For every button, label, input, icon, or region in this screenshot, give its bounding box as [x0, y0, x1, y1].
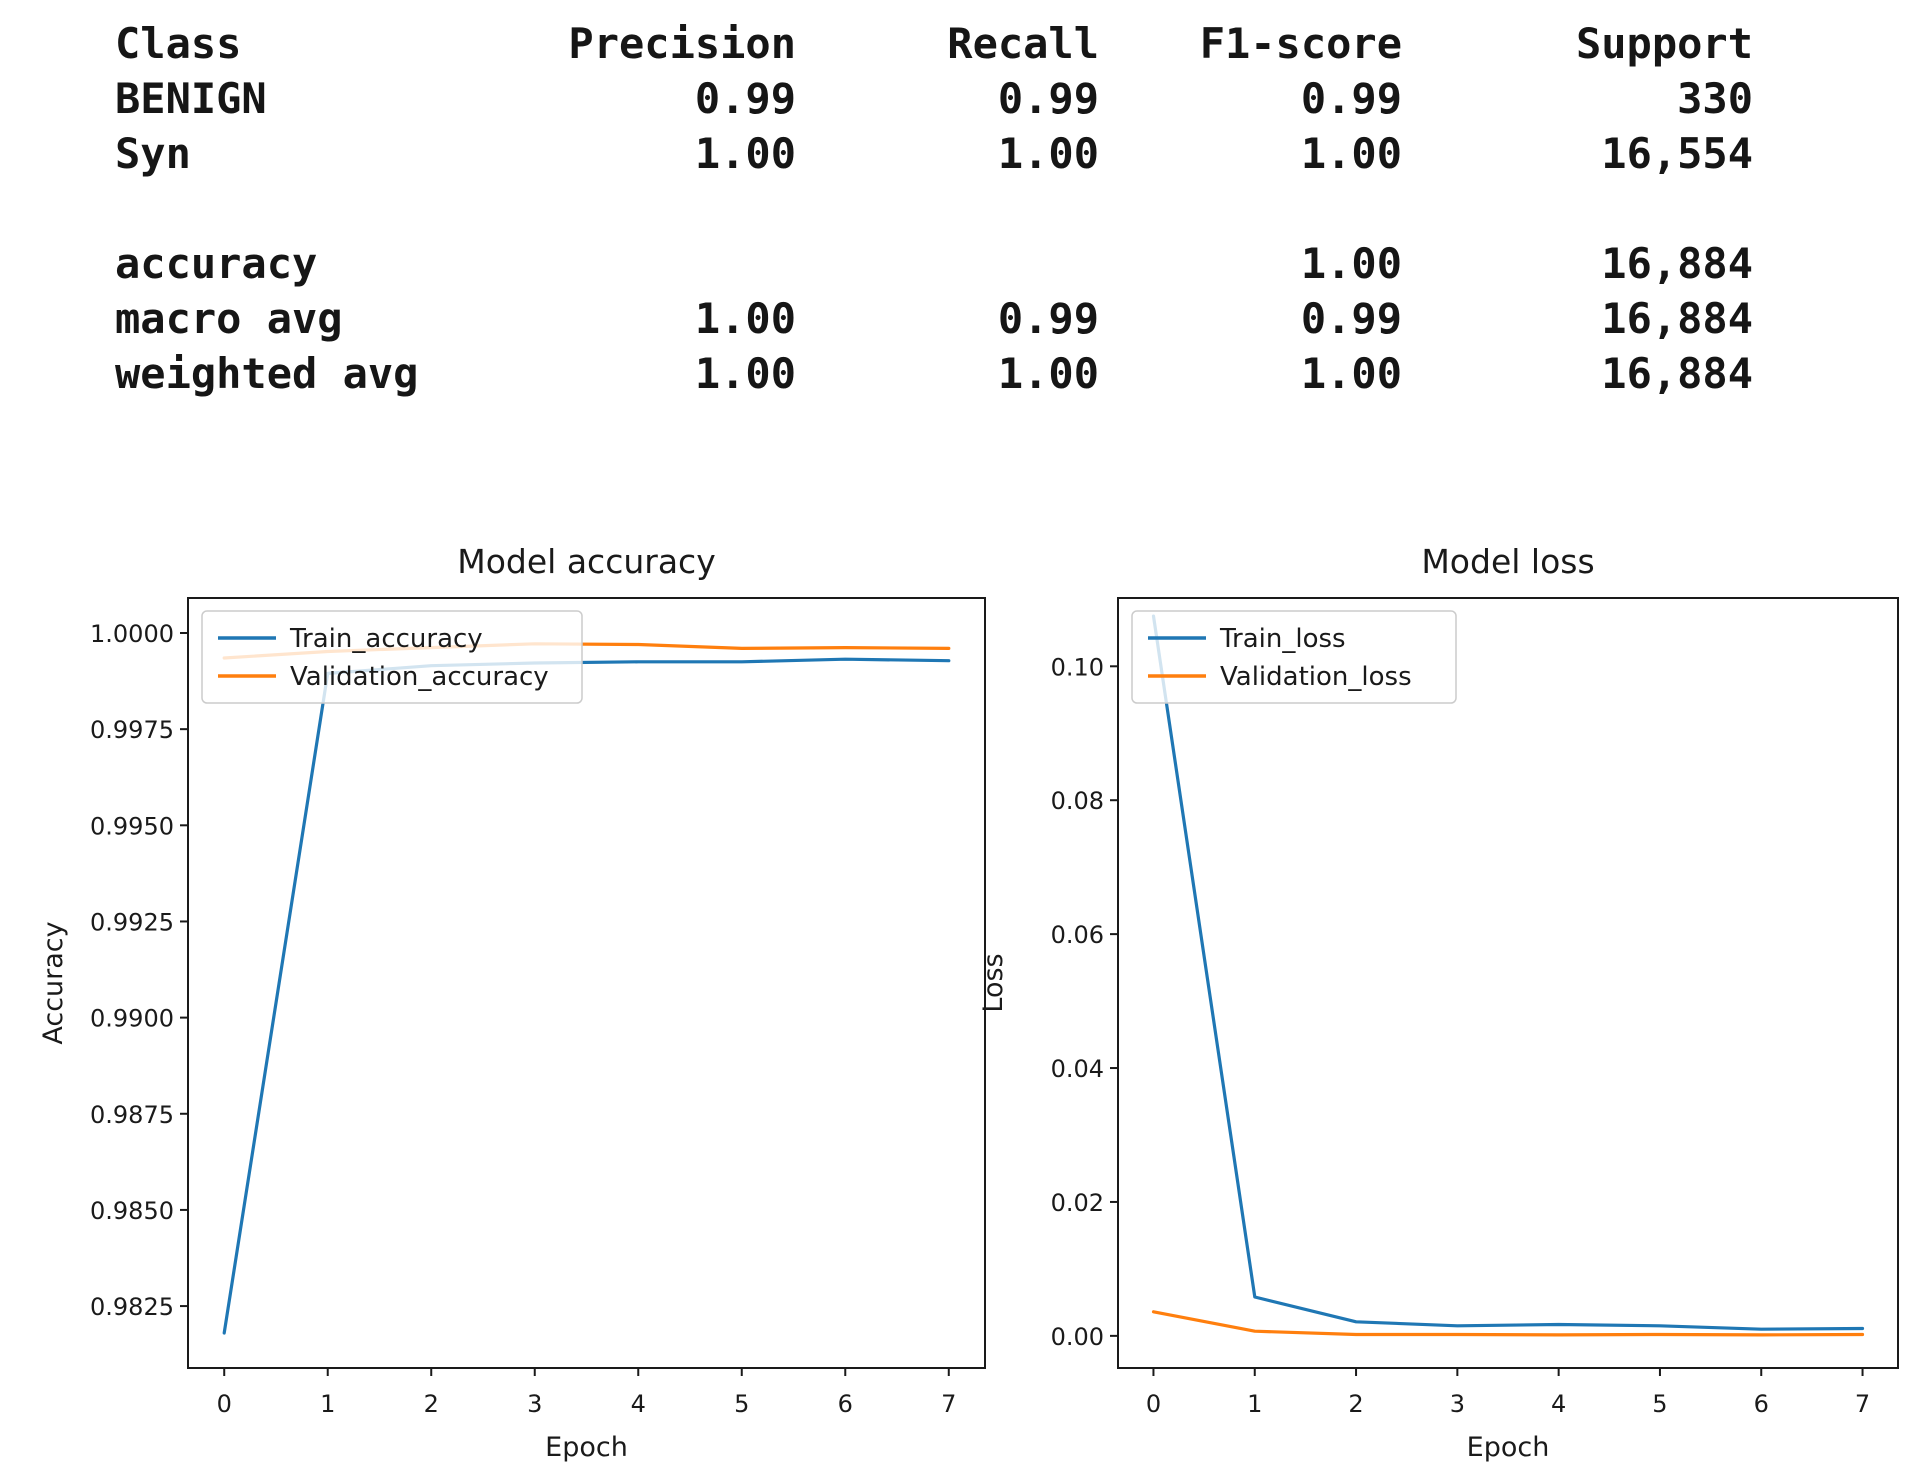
y-tick-label: 0.06 — [1051, 921, 1104, 949]
y-tick-label: 0.9825 — [90, 1293, 174, 1321]
y-tick-label: 0.04 — [1051, 1055, 1104, 1083]
report-class-rows: BENIGN 0.99 0.99 0.99 330 Syn 1.00 1.00 … — [115, 71, 1753, 181]
report-cell-support: 330 — [1677, 74, 1753, 123]
report-row: weighted avg 1.00 1.00 1.00 16,884 — [115, 346, 1753, 401]
y-tick-label: 0.9850 — [90, 1197, 174, 1225]
x-tick-label: 0 — [1146, 1390, 1161, 1418]
report-cell-f1: 1.00 — [1300, 239, 1402, 288]
report-summary-rows: accuracy 1.00 16,884 macro avg 1.00 0.99… — [115, 236, 1753, 401]
report-cell-class: Syn — [115, 129, 191, 178]
report-cell-precision: 0.99 — [694, 74, 796, 123]
classification-report: Class Precision Recall F1-score Support … — [115, 16, 1753, 401]
y-tick-label: 1.0000 — [90, 620, 174, 648]
report-cell-precision — [495, 236, 796, 291]
report-cell-support: 16,884 — [1601, 294, 1753, 343]
report-header-class: Class — [115, 19, 242, 68]
x-tick-label: 1 — [1247, 1390, 1262, 1418]
loss-chart: 0.00 0.02 0.04 0.06 0.08 0.10 0 1 2 3 4 5 6 7 Train_lo… — [978, 542, 1899, 1463]
chart-title: Model accuracy — [457, 542, 715, 581]
legend-label-validation_accuracy: Validation_accuracy — [290, 662, 549, 692]
report-cell-precision: 1.00 — [694, 349, 796, 398]
y-tick-label: 0.10 — [1051, 653, 1104, 681]
y-axis-label: Accuracy — [38, 921, 69, 1044]
x-tick-label: 3 — [1450, 1390, 1465, 1418]
report-cell-support: 16,884 — [1601, 239, 1753, 288]
x-tick-label: 3 — [527, 1390, 542, 1418]
y-tick-label: 0.02 — [1051, 1189, 1104, 1217]
report-cell-recall: 1.00 — [997, 349, 1099, 398]
report-cell-precision: 1.00 — [694, 294, 796, 343]
x-tick-label: 2 — [1348, 1390, 1363, 1418]
report-header-precision: Precision — [568, 19, 796, 68]
validation_loss-line — [1151, 1310, 1865, 1337]
legend-box — [201, 610, 583, 704]
x-tick-label: 0 — [217, 1390, 232, 1418]
report-row: accuracy 1.00 16,884 — [115, 236, 1753, 291]
x-tick-label: 6 — [838, 1390, 853, 1418]
report-row: Syn 1.00 1.00 1.00 16,554 — [115, 126, 1753, 181]
y-tick-label: 0.08 — [1051, 787, 1104, 815]
report-cell-f1: 0.99 — [1300, 294, 1402, 343]
x-axis-label: Epoch — [1467, 1432, 1550, 1463]
report-cell-recall: 0.99 — [997, 294, 1099, 343]
report-cell-recall: 0.99 — [997, 74, 1099, 123]
report-cell-recall: 1.00 — [997, 129, 1099, 178]
legend-label-train_loss: Train_loss — [1219, 624, 1346, 654]
legend-label-train_accuracy: Train_accuracy — [289, 624, 483, 654]
report-cell-precision: 1.00 — [694, 129, 796, 178]
report-cell-class: BENIGN — [115, 74, 267, 123]
report-cell-recall — [796, 236, 1099, 291]
report-cell-class: weighted avg — [115, 349, 419, 398]
report-cell-class: accuracy — [115, 239, 318, 288]
x-tick-label: 7 — [1855, 1390, 1870, 1418]
accuracy-chart: 0.9825 0.9850 0.9875 0.9900 0.9925 0.9950 0.99… — [38, 542, 986, 1463]
x-tick-label: 5 — [734, 1390, 749, 1418]
x-tick-label: 1 — [320, 1390, 335, 1418]
y-tick-label: 0.9900 — [90, 1005, 174, 1033]
y-tick-label: 0.9950 — [90, 812, 174, 840]
report-header-recall: Recall — [947, 19, 1099, 68]
x-tick-label: 2 — [424, 1390, 439, 1418]
y-tick-label: 0.00 — [1051, 1323, 1104, 1351]
report-header-row: Class Precision Recall F1-score Support — [115, 16, 1753, 71]
report-cell-f1: 1.00 — [1300, 349, 1402, 398]
y-tick-label: 0.9925 — [90, 908, 174, 936]
x-tick-label: 6 — [1754, 1390, 1769, 1418]
train_loss-line — [1151, 614, 1865, 1331]
report-header-f1: F1-score — [1199, 19, 1402, 68]
report-cell-class: macro avg — [115, 294, 343, 343]
report-blank-row — [115, 181, 1753, 236]
y-axis-label: Loss — [978, 953, 1009, 1012]
x-tick-label: 4 — [631, 1390, 646, 1418]
y-tick-label: 0.9875 — [90, 1101, 174, 1129]
report-row: macro avg 1.00 0.99 0.99 16,884 — [115, 291, 1753, 346]
train_accuracy-line — [222, 657, 951, 1335]
report-cell-support: 16,554 — [1601, 129, 1753, 178]
report-cell-f1: 1.00 — [1300, 129, 1402, 178]
report-cell-f1: 0.99 — [1300, 74, 1402, 123]
plot-border — [1117, 597, 1899, 1369]
legend-label-validation_loss: Validation_loss — [1220, 662, 1412, 692]
plot-border — [187, 597, 986, 1369]
x-axis-label: Epoch — [545, 1432, 628, 1463]
legend-box — [1131, 610, 1457, 704]
chart-title: Model loss — [1421, 542, 1594, 581]
x-tick-label: 7 — [941, 1390, 956, 1418]
y-tick-label: 0.9975 — [90, 716, 174, 744]
x-tick-label: 5 — [1652, 1390, 1667, 1418]
report-row: BENIGN 0.99 0.99 0.99 330 — [115, 71, 1753, 126]
report-header-support: Support — [1575, 19, 1753, 68]
x-tick-label: 4 — [1551, 1390, 1566, 1418]
report-cell-support: 16,884 — [1601, 349, 1753, 398]
